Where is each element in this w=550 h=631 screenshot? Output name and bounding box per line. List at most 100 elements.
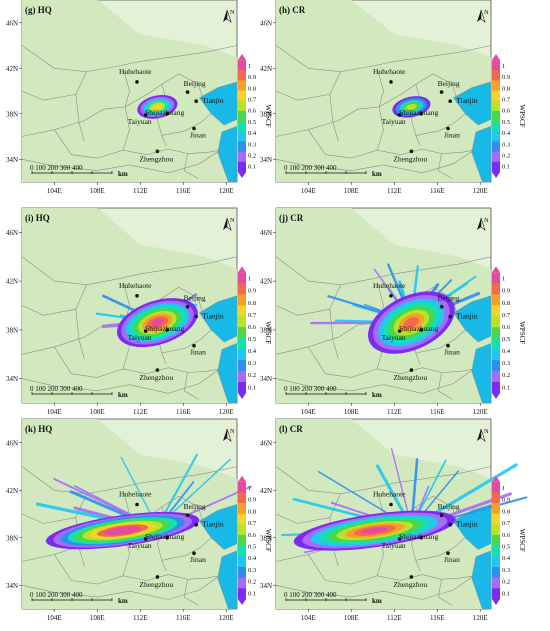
lon-tick-label: 120E: [219, 408, 234, 416]
north-arrow-icon: [477, 10, 481, 22]
lat-tick-label: 34N: [260, 375, 272, 383]
north-arrow-icon: [223, 429, 227, 441]
province-boundary: [123, 367, 220, 375]
wpscf-plume: [35, 453, 252, 550]
city-marker: [439, 90, 444, 94]
panel-label: (k) HQ: [25, 424, 52, 434]
yellow-sea: [471, 342, 492, 404]
province-boundary: [308, 129, 378, 159]
province-boundary: [308, 554, 378, 585]
city-label: Shijiazhuang: [145, 324, 184, 333]
city-marker: [446, 551, 450, 555]
city-marker: [155, 368, 160, 372]
province-boundary: [275, 256, 492, 286]
colorbar-segment: [238, 545, 246, 557]
colorbar: 1 0.9 0.8 0.7 0.6 0.5 0.4 0.3 0.2 0.1 WPSCF: [492, 54, 526, 178]
province-boundary: [275, 284, 341, 316]
scale-bar-labels: 0 100 200 300 400: [284, 164, 337, 172]
plume-level: [151, 318, 164, 327]
colorbar-segment: [492, 524, 500, 536]
city-label: Tianjin: [202, 96, 224, 105]
colorbar-segment: [238, 161, 246, 173]
city-marker: [135, 502, 139, 507]
city-label: Beijing: [438, 294, 460, 303]
city-marker: [419, 536, 423, 540]
province-boundary: [275, 368, 474, 394]
panel-label: (g) HQ: [25, 5, 52, 15]
province-boundary: [275, 322, 380, 355]
yellow-sea: [471, 550, 492, 610]
province-boundary: [308, 346, 378, 378]
lat-tick-label: 42N: [6, 278, 18, 286]
city-label: Tianjin: [456, 520, 478, 529]
city-marker: [194, 99, 198, 103]
lat-tick-label: 42N: [6, 65, 18, 73]
scale-bar-labels: 0 100 200 300 400: [284, 385, 337, 393]
colorbar-segment: [238, 151, 246, 163]
city-label: Shijiazhuang: [399, 532, 438, 541]
colorbar-segment: [238, 535, 246, 546]
lat-tick-label: 34N: [260, 156, 272, 164]
city-label: Zhengzhou: [393, 580, 427, 589]
city-marker: [185, 513, 190, 517]
colorbar-tick-label: 0.6: [248, 532, 257, 539]
north-label: N: [484, 217, 489, 224]
lat-tick-label: 38N: [260, 534, 272, 542]
city-label: Tianjin: [456, 96, 478, 105]
colorbar-top-triangle: [238, 54, 246, 61]
scale-bar-labels: 0 100 200 300 400: [30, 385, 83, 393]
lat-tick-label: 34N: [6, 375, 18, 383]
colorbar-segment: [492, 481, 500, 493]
colorbar-tick-label: 0.6: [248, 324, 257, 331]
colorbar-segment: [238, 577, 246, 589]
colorbar-tick-label: 0.3: [502, 360, 510, 367]
colorbar-segment: [492, 283, 500, 295]
lat-tick-label: 46N: [260, 439, 272, 447]
city-marker: [389, 502, 393, 507]
city-label: Huhehaote: [373, 490, 406, 499]
city-marker: [165, 328, 169, 332]
colorbar-segment: [492, 556, 500, 568]
lat-tick-label: 42N: [260, 65, 272, 73]
province-boundary: [437, 579, 453, 606]
colorbar-tick-label: 0.2: [248, 153, 256, 160]
colorbar-segment: [492, 513, 500, 525]
province-boundary: [161, 537, 212, 561]
city-label: Shijiazhuang: [399, 324, 438, 333]
city-label: Jinan: [190, 555, 206, 564]
colorbar-tick-label: 0.8: [502, 85, 510, 92]
colorbar-tick-label: 0.5: [248, 544, 256, 551]
colorbar-segment: [492, 131, 500, 142]
scale-bar-unit: km: [118, 597, 128, 605]
colorbar-tick-label: 0.3: [248, 567, 256, 574]
lon-tick-label: 112E: [387, 408, 402, 416]
lon-tick-label: 120E: [219, 187, 234, 195]
city-label: Zhengzhou: [393, 373, 427, 382]
colorbar-tick-label: 0.6: [248, 108, 257, 115]
scale-bar-unit: km: [372, 597, 382, 605]
city-label: Taiyuan: [128, 117, 152, 126]
colorbar-segment: [238, 481, 246, 493]
city-marker: [419, 328, 423, 332]
yellow-sea: [217, 550, 238, 610]
colorbar-segment: [492, 588, 500, 600]
colorbar: 1 0.9 0.8 0.7 0.6 0.5 0.4 0.3 0.2 0.1 WPSCF: [238, 266, 272, 399]
lon-tick-label: 108E: [90, 187, 105, 195]
city-label: Taiyuan: [382, 117, 406, 126]
colorbar-tick-label: 0.7: [502, 520, 511, 527]
map-panel-k: Huhehaote Beijing Tianjin ShijiazhuangTaiyu…: [6, 418, 272, 622]
colorbar-segment: [492, 70, 500, 81]
colorbar-bottom-triangle: [238, 393, 246, 399]
colorbar-tick-label: 0.6: [502, 108, 511, 115]
province-boundary: [21, 575, 220, 600]
north-arrow-icon: [480, 428, 486, 442]
city-marker: [389, 294, 393, 298]
lon-tick-label: 108E: [90, 614, 105, 622]
province-boundary: [183, 579, 199, 606]
panel-label: (h) CR: [279, 5, 306, 15]
colorbar-segment: [492, 349, 500, 361]
province-boundary: [21, 71, 87, 101]
map-panel-j: Huhehaote Beijing Tianjin ShijiazhuangTaiyu…: [260, 207, 526, 416]
plume-streak: [390, 448, 409, 512]
lon-tick-label: 116E: [430, 614, 445, 622]
